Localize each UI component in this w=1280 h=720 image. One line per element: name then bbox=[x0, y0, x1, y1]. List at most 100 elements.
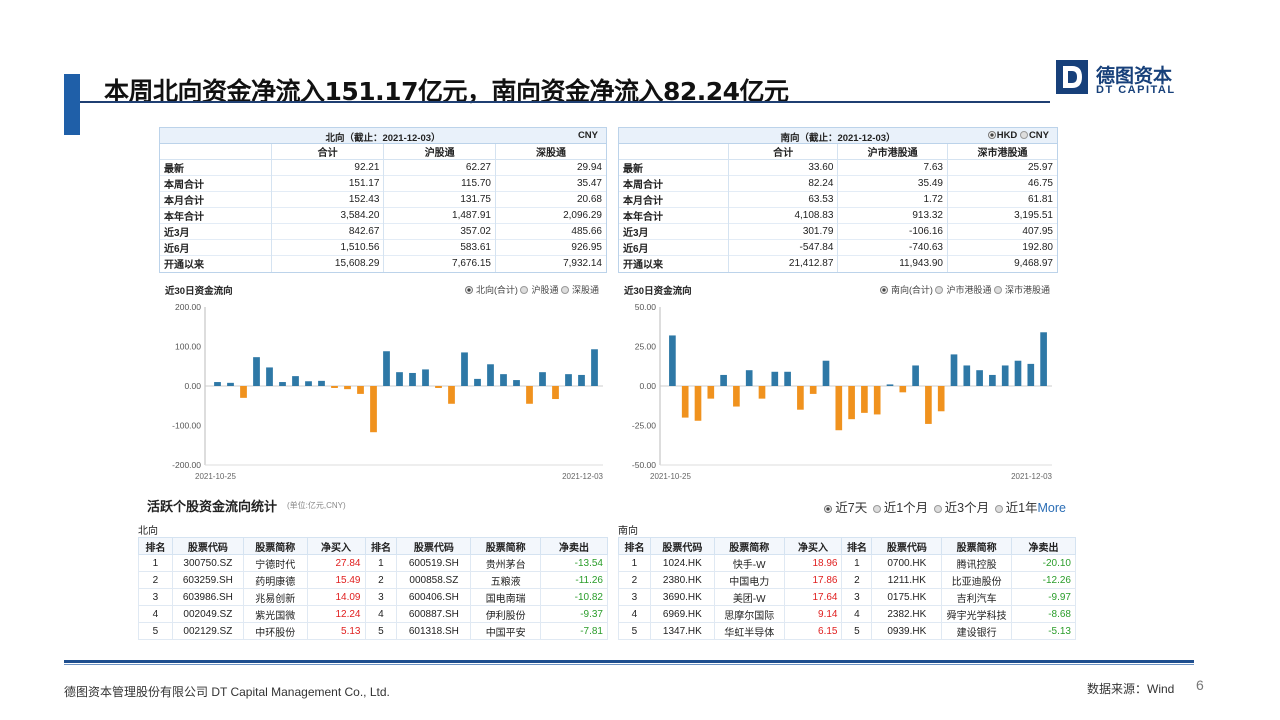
legend-sh-hk[interactable]: 沪市港股通 bbox=[946, 285, 992, 295]
legend-radio-north-total[interactable] bbox=[464, 286, 473, 294]
table-cell: 300750.SZ bbox=[171, 554, 244, 572]
bar bbox=[422, 369, 429, 386]
summary-value: 7,676.15 bbox=[383, 255, 496, 272]
bar bbox=[912, 365, 919, 386]
more-link[interactable]: More bbox=[1037, 501, 1066, 515]
table-cell: 4 bbox=[841, 605, 873, 623]
period-radio-1y[interactable] bbox=[994, 505, 1003, 513]
table-cell: 17.64 bbox=[783, 588, 843, 606]
table-row[interactable]: 4 6969.HK 思摩尔国际 9.14 4 2382.HK 舜宇光学科技 -8.68 bbox=[618, 605, 1076, 623]
legend-radio-sh-hk[interactable] bbox=[935, 286, 944, 294]
south-col-blank bbox=[619, 144, 729, 160]
table-cell: 17.86 bbox=[783, 571, 843, 589]
period-radio-7d[interactable] bbox=[824, 505, 833, 513]
summary-value: 1.72 bbox=[837, 191, 948, 208]
table-cell: 1024.HK bbox=[649, 554, 715, 572]
bar bbox=[409, 372, 416, 386]
table-cell: 0939.HK bbox=[871, 622, 943, 640]
summary-value: 115.70 bbox=[383, 175, 496, 192]
active-col-header: 股票代码 bbox=[396, 537, 472, 555]
hkd-radio[interactable] bbox=[987, 131, 996, 139]
table-cell: 601318.SH bbox=[396, 622, 472, 640]
row-label: 本年合计 bbox=[160, 207, 272, 224]
south-col-header: 合计 bbox=[727, 144, 838, 160]
bar bbox=[448, 386, 455, 404]
bar bbox=[266, 367, 273, 386]
table-cell: 9.14 bbox=[783, 605, 843, 623]
bar bbox=[370, 386, 377, 433]
legend-south-total[interactable]: 南向(合计) bbox=[890, 285, 933, 295]
period-3m[interactable]: 近3个月 bbox=[944, 501, 990, 515]
bar bbox=[681, 386, 689, 418]
summary-value: 35.49 bbox=[837, 175, 948, 192]
legend-radio-sz-hk[interactable] bbox=[993, 286, 1002, 294]
page-number: 6 bbox=[1196, 677, 1204, 693]
table-cell: 美团-W bbox=[713, 588, 785, 606]
bar bbox=[227, 382, 234, 386]
table-cell: -12.26 bbox=[1011, 571, 1076, 589]
summary-value: 33.60 bbox=[727, 159, 838, 176]
summary-value: 151.17 bbox=[270, 175, 384, 192]
cny-label[interactable]: CNY bbox=[1028, 130, 1049, 141]
cny-radio[interactable] bbox=[1019, 131, 1028, 139]
y-tick-label: -50.00 bbox=[632, 460, 656, 470]
x-tick-label-start: 2021-10-25 bbox=[650, 472, 691, 481]
summary-value: 192.80 bbox=[946, 239, 1057, 256]
active-col-header: 股票简称 bbox=[941, 537, 1013, 555]
table-cell: 华虹半导体 bbox=[713, 622, 785, 640]
legend-radio-south-total[interactable] bbox=[879, 286, 888, 294]
summary-value: 485.66 bbox=[494, 223, 606, 240]
legend-radio-sz[interactable] bbox=[560, 286, 569, 294]
summary-value: 357.02 bbox=[383, 223, 496, 240]
table-cell: 600887.SH bbox=[396, 605, 472, 623]
table-cell: 1 bbox=[138, 554, 173, 572]
period-selector: 近7天 近1个月 近3个月 近1年More bbox=[822, 497, 1066, 516]
table-row[interactable]: 4 002049.SZ 紫光国微 12.24 4 600887.SH 伊利股份 -9.37 bbox=[138, 605, 608, 623]
south-summary-row: 开通以来 21,412.87 11,943.90 9,468.97 bbox=[619, 255, 1057, 272]
summary-value: 21,412.87 bbox=[727, 255, 838, 272]
bar bbox=[861, 386, 868, 413]
company-logo: 德图资本 DT CAPITAL bbox=[1056, 60, 1236, 100]
south-summary-row: 本年合计 4,108.83 913.32 3,195.51 bbox=[619, 207, 1057, 224]
legend-sh[interactable]: 沪股通 bbox=[531, 285, 559, 295]
south-chart-title: 近30日资金流向 bbox=[624, 286, 692, 297]
summary-value: 7,932.14 bbox=[494, 255, 606, 272]
period-radio-3m[interactable] bbox=[933, 505, 942, 513]
legend-north-total[interactable]: 北向(合计) bbox=[475, 285, 518, 295]
y-tick-label: -100.00 bbox=[172, 421, 201, 431]
legend-radio-sh[interactable] bbox=[520, 286, 529, 294]
bar bbox=[305, 381, 312, 386]
table-row[interactable]: 1 1024.HK 快手-W 18.96 1 0700.HK 腾讯控股 -20.10 bbox=[618, 554, 1076, 572]
table-cell: -7.81 bbox=[540, 622, 608, 640]
table-row[interactable]: 5 1347.HK 华虹半导体 6.15 5 0939.HK 建设银行 -5.13 bbox=[618, 622, 1076, 640]
bar bbox=[1014, 360, 1022, 386]
bar bbox=[669, 335, 676, 386]
legend-sz[interactable]: 深股通 bbox=[571, 285, 599, 295]
table-row[interactable]: 3 3690.HK 美团-W 17.64 3 0175.HK 吉利汽车 -9.97 bbox=[618, 588, 1076, 606]
table-row[interactable]: 5 002129.SZ 中环股份 5.13 5 601318.SH 中国平安 -7.81 bbox=[138, 622, 608, 640]
bar bbox=[707, 386, 715, 399]
south-currency-toggle: HKD CNY bbox=[987, 130, 1049, 141]
legend-sz-hk[interactable]: 深市港股通 bbox=[1004, 285, 1050, 295]
bar bbox=[963, 365, 971, 386]
hkd-label[interactable]: HKD bbox=[996, 130, 1018, 141]
summary-value: 3,195.51 bbox=[946, 207, 1057, 224]
table-row[interactable]: 2 2380.HK 中国电力 17.86 2 1211.HK 比亚迪股份 -12.26 bbox=[618, 571, 1076, 589]
bar bbox=[383, 351, 390, 386]
summary-value: 63.53 bbox=[727, 191, 838, 208]
period-1y[interactable]: 近1年 bbox=[1005, 501, 1038, 515]
bar bbox=[279, 382, 286, 386]
table-row[interactable]: 2 603259.SH 药明康德 15.49 2 000858.SZ 五粮液 -11.26 bbox=[138, 571, 608, 589]
period-radio-1m[interactable] bbox=[872, 505, 881, 513]
period-1m[interactable]: 近1个月 bbox=[883, 501, 929, 515]
table-cell: 伊利股份 bbox=[470, 605, 542, 623]
table-cell: 兆易创新 bbox=[242, 588, 308, 606]
north-summary-row: 本年合计 3,584.20 1,487.91 2,096.29 bbox=[160, 207, 606, 224]
y-tick-label: -200.00 bbox=[172, 460, 201, 470]
table-row[interactable]: 3 603986.SH 兆易创新 14.09 3 600406.SH 国电南瑞 -10.82 bbox=[138, 588, 608, 606]
period-7d[interactable]: 近7天 bbox=[835, 501, 868, 515]
table-row[interactable]: 1 300750.SZ 宁德时代 27.84 1 600519.SH 贵州茅台 -13.54 bbox=[138, 554, 608, 572]
bar bbox=[694, 386, 702, 421]
bar bbox=[435, 386, 442, 388]
active-col-header: 净买入 bbox=[306, 537, 366, 555]
